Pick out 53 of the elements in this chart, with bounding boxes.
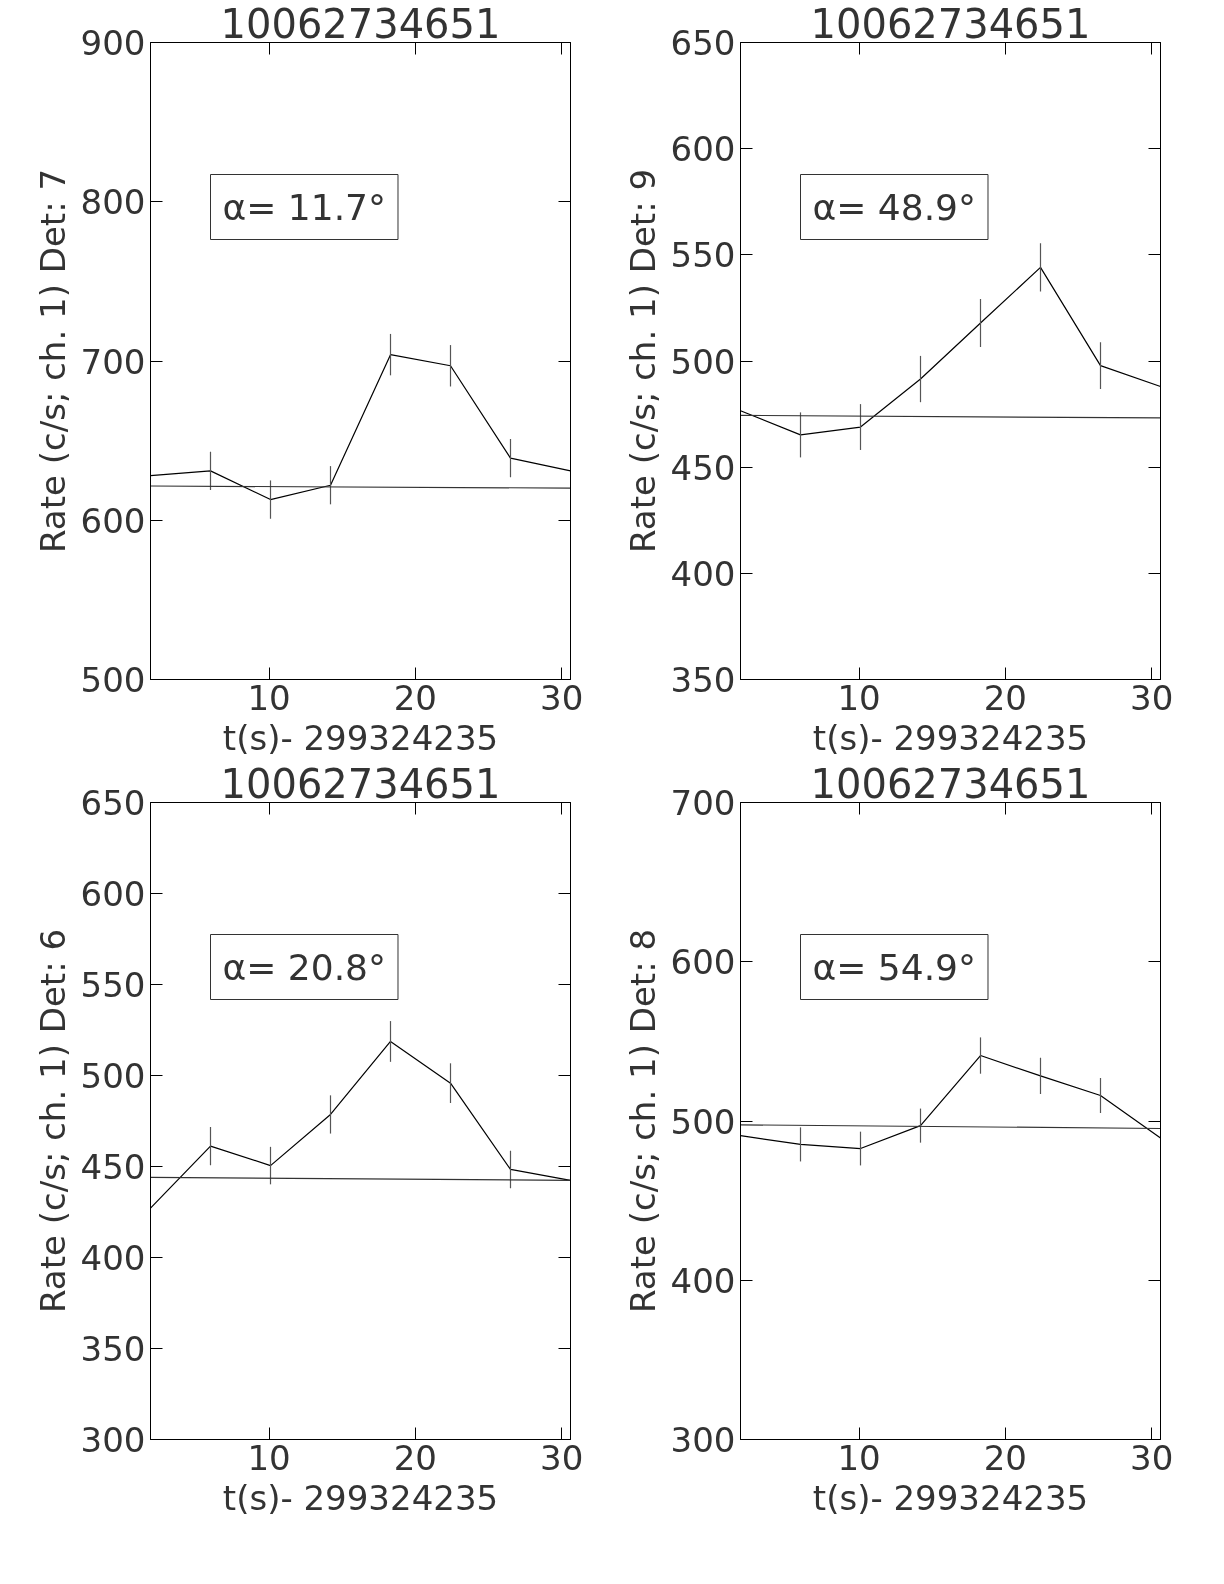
chart-title: 10062734651	[220, 0, 501, 47]
x-axis-title: t(s)- 299324235	[222, 1477, 499, 1518]
y-tick-label: 600	[670, 942, 736, 983]
annotation: α= 20.8°	[222, 946, 386, 988]
annotation: α= 54.9°	[812, 946, 976, 988]
y-tick-label: 600	[670, 129, 736, 170]
x-tick-label: 30	[1130, 1437, 1174, 1478]
x-tick-label: 10	[247, 677, 291, 718]
y-tick-label: 550	[670, 235, 736, 276]
y-axis-title: Rate (c/s; ch. 1) Det: 6	[32, 928, 73, 1314]
y-tick-label: 700	[670, 783, 736, 823]
x-tick-label: 30	[540, 1437, 584, 1478]
y-axis-title: Rate (c/s; ch. 1) Det: 9	[622, 168, 663, 554]
y-tick-label: 400	[670, 1260, 736, 1301]
y-tick-label: 350	[670, 660, 736, 700]
y-tick-label: 650	[670, 23, 736, 63]
y-axis-title: Rate (c/s; ch. 1) Det: 7	[32, 168, 73, 554]
x-tick-label: 20	[393, 677, 438, 718]
y-tick-label: 350	[80, 1329, 146, 1369]
annotation: α= 11.7°	[222, 186, 386, 228]
y-tick-label: 300	[670, 1420, 736, 1460]
y-axis-title: Rate (c/s; ch. 1) Det: 8	[622, 928, 663, 1314]
chart-title: 10062734651	[810, 760, 1091, 807]
x-tick-label: 20	[393, 1437, 438, 1478]
annotation: α= 48.9°	[812, 186, 976, 228]
x-axis-title: t(s)- 299324235	[812, 717, 1089, 758]
chart-title: 10062734651	[810, 0, 1091, 47]
y-tick-label: 500	[670, 1101, 736, 1142]
chart-title: 10062734651	[220, 760, 501, 807]
x-tick-label: 20	[983, 1437, 1028, 1478]
y-tick-label: 500	[80, 660, 146, 700]
y-tick-label: 600	[80, 500, 146, 541]
x-tick-label: 30	[1130, 677, 1174, 718]
x-tick-label: 10	[247, 1437, 291, 1478]
y-tick-label: 600	[80, 874, 146, 914]
x-tick-label: 10	[837, 1437, 881, 1478]
x-axis-title: t(s)- 299324235	[222, 717, 499, 758]
y-tick-label: 900	[80, 23, 146, 63]
x-tick-label: 10	[837, 677, 881, 718]
y-tick-label: 550	[80, 965, 146, 1005]
y-tick-label: 450	[80, 1147, 146, 1187]
y-tick-label: 650	[80, 783, 146, 823]
y-tick-label: 500	[80, 1056, 146, 1096]
x-axis-title: t(s)- 299324235	[812, 1477, 1089, 1518]
y-tick-label: 500	[670, 341, 736, 382]
x-tick-label: 20	[983, 677, 1028, 718]
x-tick-label: 30	[540, 677, 584, 718]
y-tick-label: 400	[80, 1238, 146, 1278]
y-tick-label: 300	[80, 1420, 146, 1460]
y-tick-label: 700	[80, 341, 146, 382]
y-tick-label: 800	[80, 182, 146, 223]
y-tick-label: 450	[670, 447, 736, 488]
y-tick-label: 400	[670, 553, 736, 594]
